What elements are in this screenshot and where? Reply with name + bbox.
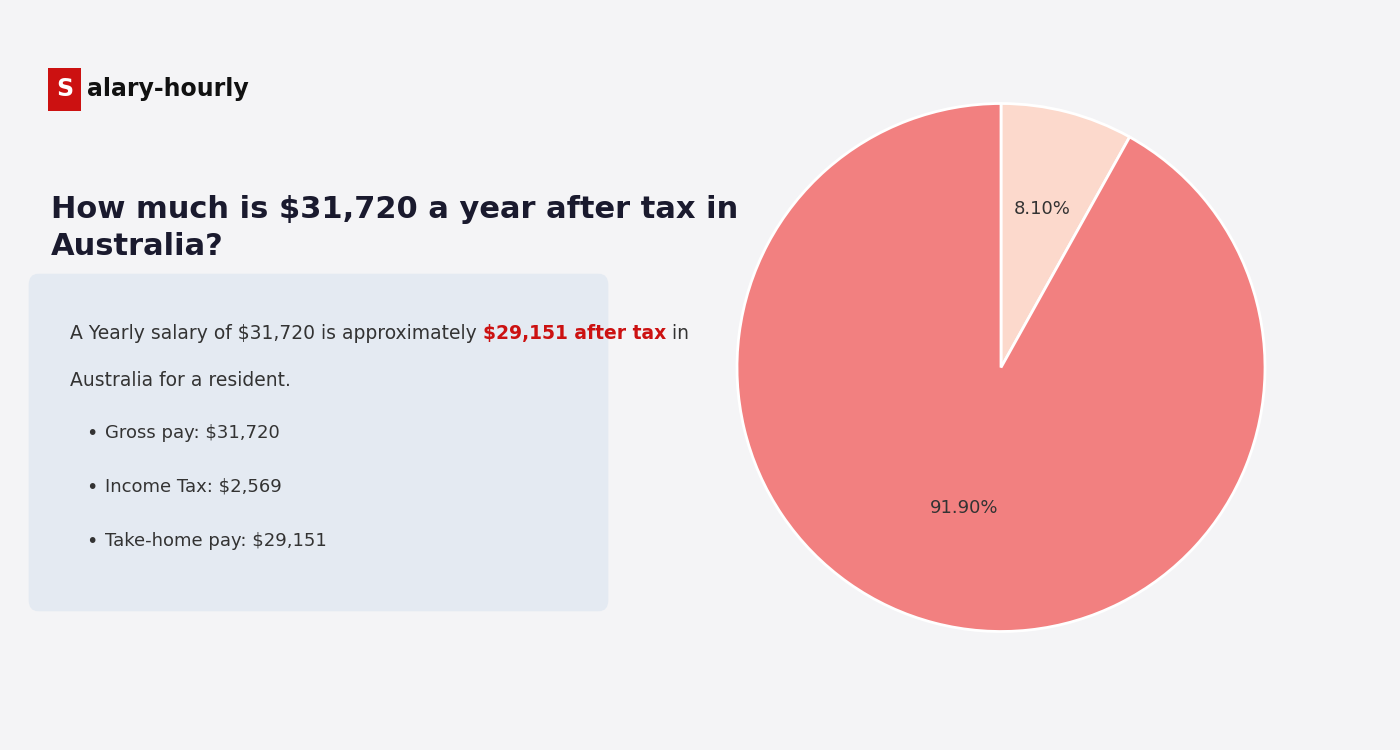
Text: •: • xyxy=(85,532,98,550)
Wedge shape xyxy=(1001,104,1130,368)
FancyBboxPatch shape xyxy=(48,68,81,111)
Text: How much is $31,720 a year after tax in
Australia?: How much is $31,720 a year after tax in … xyxy=(50,195,738,261)
Text: •: • xyxy=(85,478,98,496)
Text: S: S xyxy=(56,77,73,101)
Text: $29,151 after tax: $29,151 after tax xyxy=(483,324,666,343)
Text: Australia for a resident.: Australia for a resident. xyxy=(70,371,291,390)
Text: 8.10%: 8.10% xyxy=(1014,200,1071,218)
Text: A Yearly salary of $31,720 is approximately: A Yearly salary of $31,720 is approximat… xyxy=(70,324,483,343)
Text: 91.90%: 91.90% xyxy=(930,499,998,517)
Text: Gross pay: $31,720: Gross pay: $31,720 xyxy=(105,424,280,442)
Wedge shape xyxy=(736,104,1266,632)
Text: •: • xyxy=(85,424,98,442)
Text: Income Tax: $2,569: Income Tax: $2,569 xyxy=(105,478,281,496)
Text: in: in xyxy=(666,324,689,343)
FancyBboxPatch shape xyxy=(28,274,609,611)
Text: Take-home pay: $29,151: Take-home pay: $29,151 xyxy=(105,532,326,550)
Text: alary-hourly: alary-hourly xyxy=(87,77,248,101)
